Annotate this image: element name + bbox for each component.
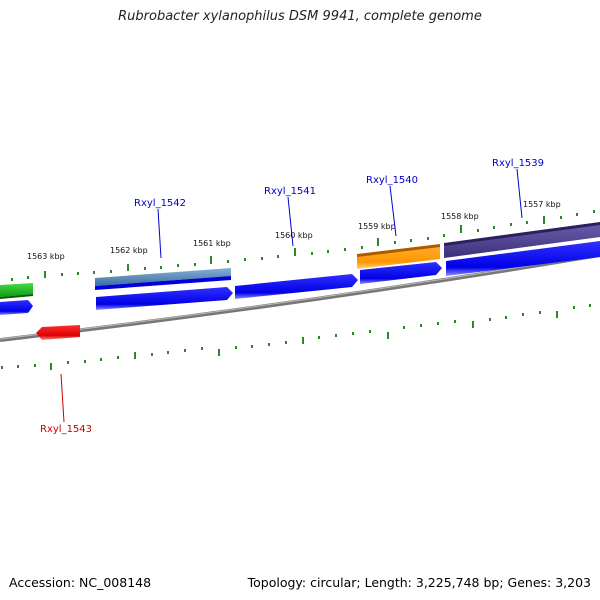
purple-feature[interactable] (444, 223, 600, 258)
gene-label-rxyl-1543[interactable]: Rxyl_1543 (40, 424, 92, 435)
scale-label-1559: 1559 kbp (358, 222, 396, 231)
steelblue-feature-underlay (95, 276, 231, 290)
scale-label-1561: 1561 kbp (193, 239, 231, 248)
gene-label-rxyl-1540[interactable]: Rxyl_1540 (366, 175, 418, 186)
green-feature[interactable] (0, 283, 33, 297)
accession-text: Accession: NC_008148 (9, 575, 152, 590)
scale-label-1562: 1562 kbp (110, 246, 148, 255)
purple-feature-edge (444, 222, 600, 246)
gene-label-rxyl-1539[interactable]: Rxyl_1539 (492, 158, 544, 169)
cds-arrow-3[interactable] (360, 262, 442, 284)
orange-feature[interactable] (357, 245, 440, 269)
gene-label-rxyl-1541[interactable]: Rxyl_1541 (264, 186, 316, 197)
inner-tick-ring (1, 304, 591, 370)
red-feature-rxyl-1543[interactable] (36, 325, 80, 340)
cds-arrow-4[interactable] (446, 241, 600, 276)
label-leaders (60, 168, 523, 423)
orange-feature-edge (357, 244, 440, 257)
green-feature-edge (0, 294, 33, 299)
scale-label-1563: 1563 kbp (27, 252, 65, 261)
scale-label-1558: 1558 kbp (441, 212, 479, 221)
scale-label-1557: 1557 kbp (523, 200, 561, 209)
scale-label-1560: 1560 kbp (275, 231, 313, 240)
gene-label-rxyl-1542[interactable]: Rxyl_1542 (134, 198, 186, 209)
cds-arrow-2[interactable] (235, 274, 358, 299)
genome-backbone (0, 253, 600, 342)
map-title: Rubrobacter xylanophilus DSM 9941, compl… (118, 9, 482, 24)
genome-backbone-highlight (0, 253, 600, 340)
cds-arrow-left-edge[interactable] (0, 300, 33, 315)
steelblue-feature[interactable] (95, 268, 231, 286)
cds-arrow-1[interactable] (96, 287, 233, 310)
outer-tick-ring (11, 210, 595, 281)
topology-text: Topology: circular; Length: 3,225,748 bp… (247, 575, 591, 590)
